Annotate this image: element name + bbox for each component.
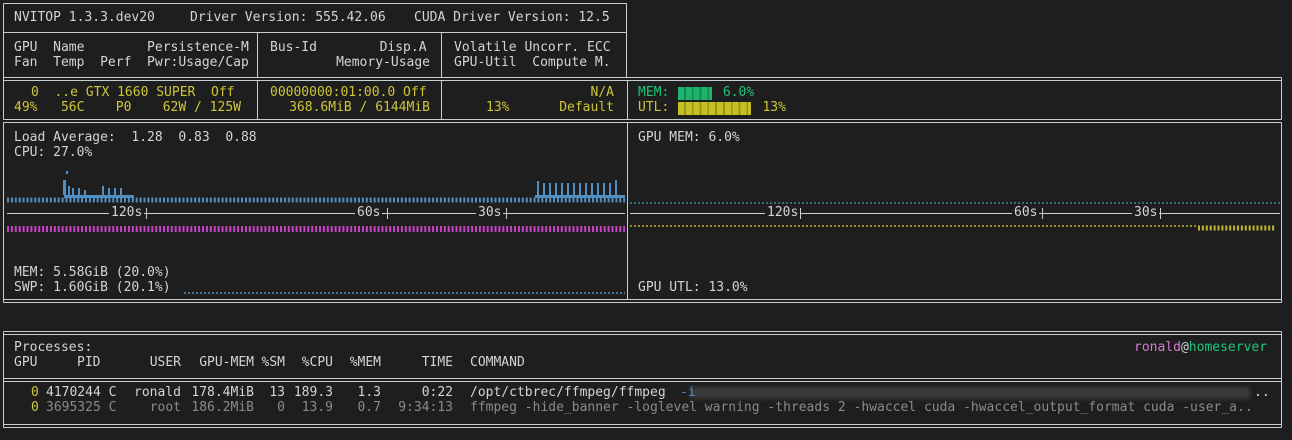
time-label: 120s [109,205,145,221]
process-user: ronald [134,385,181,400]
column-header: PID [77,355,101,370]
swap: SWP: 1.60GiB (20.1%) [14,280,171,295]
memory: MEM: 5.58GiB (20.0%) [14,265,171,280]
meter-bar [678,102,752,115]
compute-mode: Default [559,100,614,115]
time-label: 60s [1012,205,1040,221]
column-header: Memory-Usage [336,55,430,70]
column-header: Volatile Uncorr. ECC [454,40,611,55]
column-header: %MEM [349,355,381,370]
column-header: GPU-MEM [199,355,254,370]
column-header: GPU Name Persistence-M [14,40,249,55]
column-header: COMMAND [470,355,525,370]
process-mem: 1.3 [357,385,381,400]
column-header: Fan Temp Perf Pwr:Usage/Cap [14,55,249,70]
process-truncation: .. [1254,385,1270,400]
column-header: GPU-Util Compute M. [454,55,611,70]
process-gpu-mem: 186.2MiB [191,400,254,415]
cpu-usage: CPU: 27.0% [14,145,93,160]
time-label: 120s [765,205,801,221]
gpu-stats: 49% 56C P0 62W / 125W [14,100,241,115]
time-label: 30s [1132,205,1160,221]
ecc: N/A [590,85,614,100]
column-header: %SM [261,355,285,370]
redacted-args [690,387,1250,399]
process-gpu: 0 [31,385,39,400]
gpu-util: 13% [486,100,510,115]
process-option: -i [680,385,696,400]
user: ronald [1134,340,1181,355]
meter-label: 6.0% [722,85,755,100]
load-average: Load Average: 1.28 0.83 0.88 [14,130,257,145]
cuda-version: CUDA Driver Version: 12.5 [414,10,610,25]
process-user: root [149,400,181,415]
process-command: /opt/ctbrec/ffmpeg/ffmpeg [470,385,666,400]
bus-id: 00000000:01:00.0 Off [270,85,427,100]
borders [3,3,1282,428]
app-title: NVITOP 1.3.3.dev20 [14,10,155,25]
user-host: ronald@homeserver [1134,340,1267,356]
column-header: GPU [14,355,38,370]
column-header: USER [149,355,181,370]
process-command: ffmpeg -hide_banner -loglevel warning -t… [470,400,1253,415]
processes-title: Processes: [14,340,93,355]
process-time: 0:22 [421,385,453,400]
meter-bar [678,87,712,100]
meter-name: MEM: [638,85,670,100]
gpu-util: GPU UTL: 13.0% [638,280,748,295]
gpu-mem: GPU MEM: 6.0% [638,130,740,145]
column-header: Bus-Id Disp.A [270,40,427,55]
meter-label: 13% [762,100,786,115]
process-cpu: 189.3 [293,385,333,400]
meter-name: UTL: [638,100,670,115]
memory-usage: 368.6MiB / 6144MiB [289,100,430,115]
process-sm: 13 [269,385,285,400]
time-label: 60s [355,205,383,221]
process-pid: 3695325 C [46,400,117,415]
process-gpu-mem: 178.4MiB [191,385,254,400]
process-pid: 4170244 C [46,385,117,400]
column-header: %CPU [301,355,333,370]
process-cpu: 13.9 [301,400,333,415]
cpu-history [7,171,625,294]
gpu-history [630,202,1280,231]
host: homeserver [1188,340,1268,355]
gpu-name: 0 ..e GTX 1660 SUPER Off [31,85,235,100]
time-label: 30s [476,205,504,221]
process-gpu: 0 [31,400,39,415]
at: @ [1180,340,1189,355]
driver-version: Driver Version: 555.42.06 [190,10,386,25]
process-time: 9:34:13 [398,400,453,415]
process-sm: 0 [277,400,285,415]
column-header: TIME [421,355,453,370]
process-mem: 0.7 [357,400,381,415]
